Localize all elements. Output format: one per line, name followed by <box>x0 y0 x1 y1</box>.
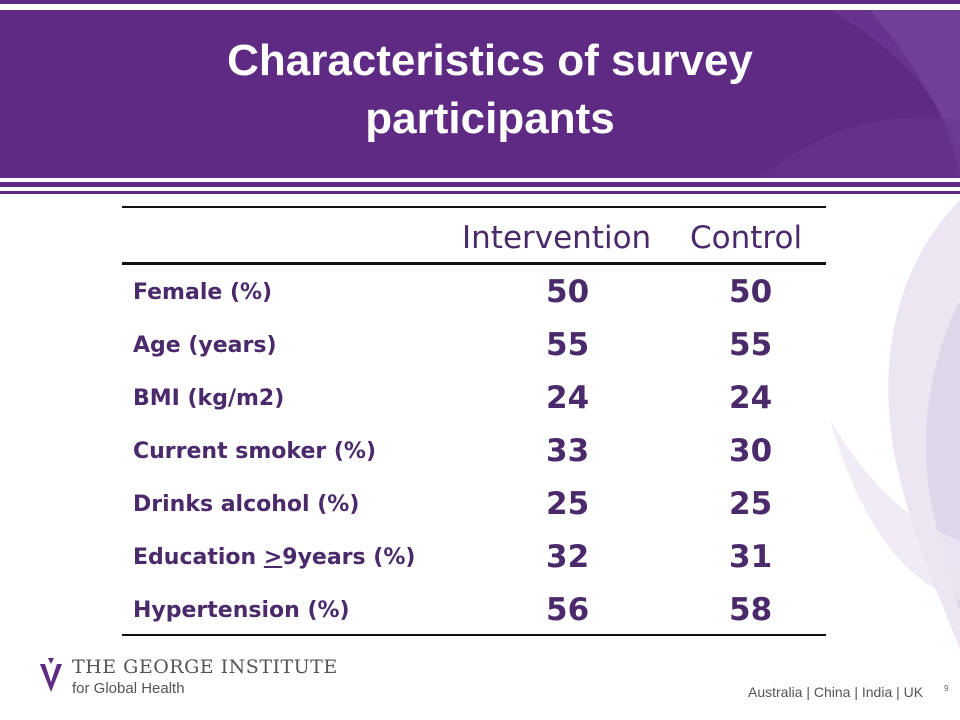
slide-title: Characteristics of survey participants <box>140 32 840 148</box>
control-value: 58 <box>729 592 773 628</box>
table-row: Current smoker (%) 33 30 <box>122 431 826 483</box>
row-label: Current smoker (%) <box>133 439 377 464</box>
header-control: Control <box>690 220 803 256</box>
intervention-value: 50 <box>546 274 590 310</box>
control-value: 55 <box>729 327 773 363</box>
row-label: BMI (kg/m2) <box>133 386 285 411</box>
intervention-value: 56 <box>546 592 590 628</box>
title-line-1: Characteristics of survey <box>227 36 753 85</box>
row-label-prefix: Education <box>133 545 264 570</box>
row-label: Education >9years (%) <box>133 545 415 570</box>
control-value: 50 <box>729 274 773 310</box>
banner-rule-thick <box>0 182 960 187</box>
table-top-rule <box>122 206 826 208</box>
table-row: Hypertension (%) 56 58 <box>122 590 826 642</box>
row-label: Female (%) <box>133 280 273 305</box>
control-value: 30 <box>729 433 773 469</box>
banner-swoosh-decoration <box>760 10 960 178</box>
table-row: Age (years) 55 55 <box>122 325 826 377</box>
title-line-2: participants <box>365 94 615 143</box>
org-subtitle: for Global Health <box>72 680 185 697</box>
banner-rule-thin <box>0 191 960 194</box>
intervention-value: 25 <box>546 486 590 522</box>
table-row: Drinks alcohol (%) 25 25 <box>122 484 826 536</box>
intervention-value: 33 <box>546 433 590 469</box>
title-banner: Characteristics of survey participants <box>0 10 960 178</box>
intervention-value: 24 <box>546 380 590 416</box>
table-row: Education >9years (%) 32 31 <box>122 537 826 589</box>
control-value: 24 <box>729 380 773 416</box>
table-row: BMI (kg/m2) 24 24 <box>122 378 826 430</box>
row-label-underlined: > <box>263 545 283 570</box>
intervention-value: 55 <box>546 327 590 363</box>
row-label: Drinks alcohol (%) <box>133 492 360 517</box>
intervention-value: 32 <box>546 539 590 575</box>
row-label-suffix: 9years (%) <box>282 545 416 570</box>
top-accent-line <box>0 0 960 4</box>
countries-list: Australia | China | India | UK <box>748 684 924 700</box>
table-bottom-rule <box>122 634 826 636</box>
control-value: 31 <box>729 539 773 575</box>
row-label: Hypertension (%) <box>133 598 350 623</box>
row-label: Age (years) <box>133 333 277 358</box>
table-row: Female (%) 50 50 <box>122 272 826 324</box>
header-intervention: Intervention <box>462 220 652 256</box>
page-number: 9 <box>944 684 949 693</box>
control-value: 25 <box>729 486 773 522</box>
george-institute-logo-icon <box>40 658 62 692</box>
org-name: THE GEORGE INSTITUTE <box>72 656 338 678</box>
table-header-rule <box>122 262 826 265</box>
